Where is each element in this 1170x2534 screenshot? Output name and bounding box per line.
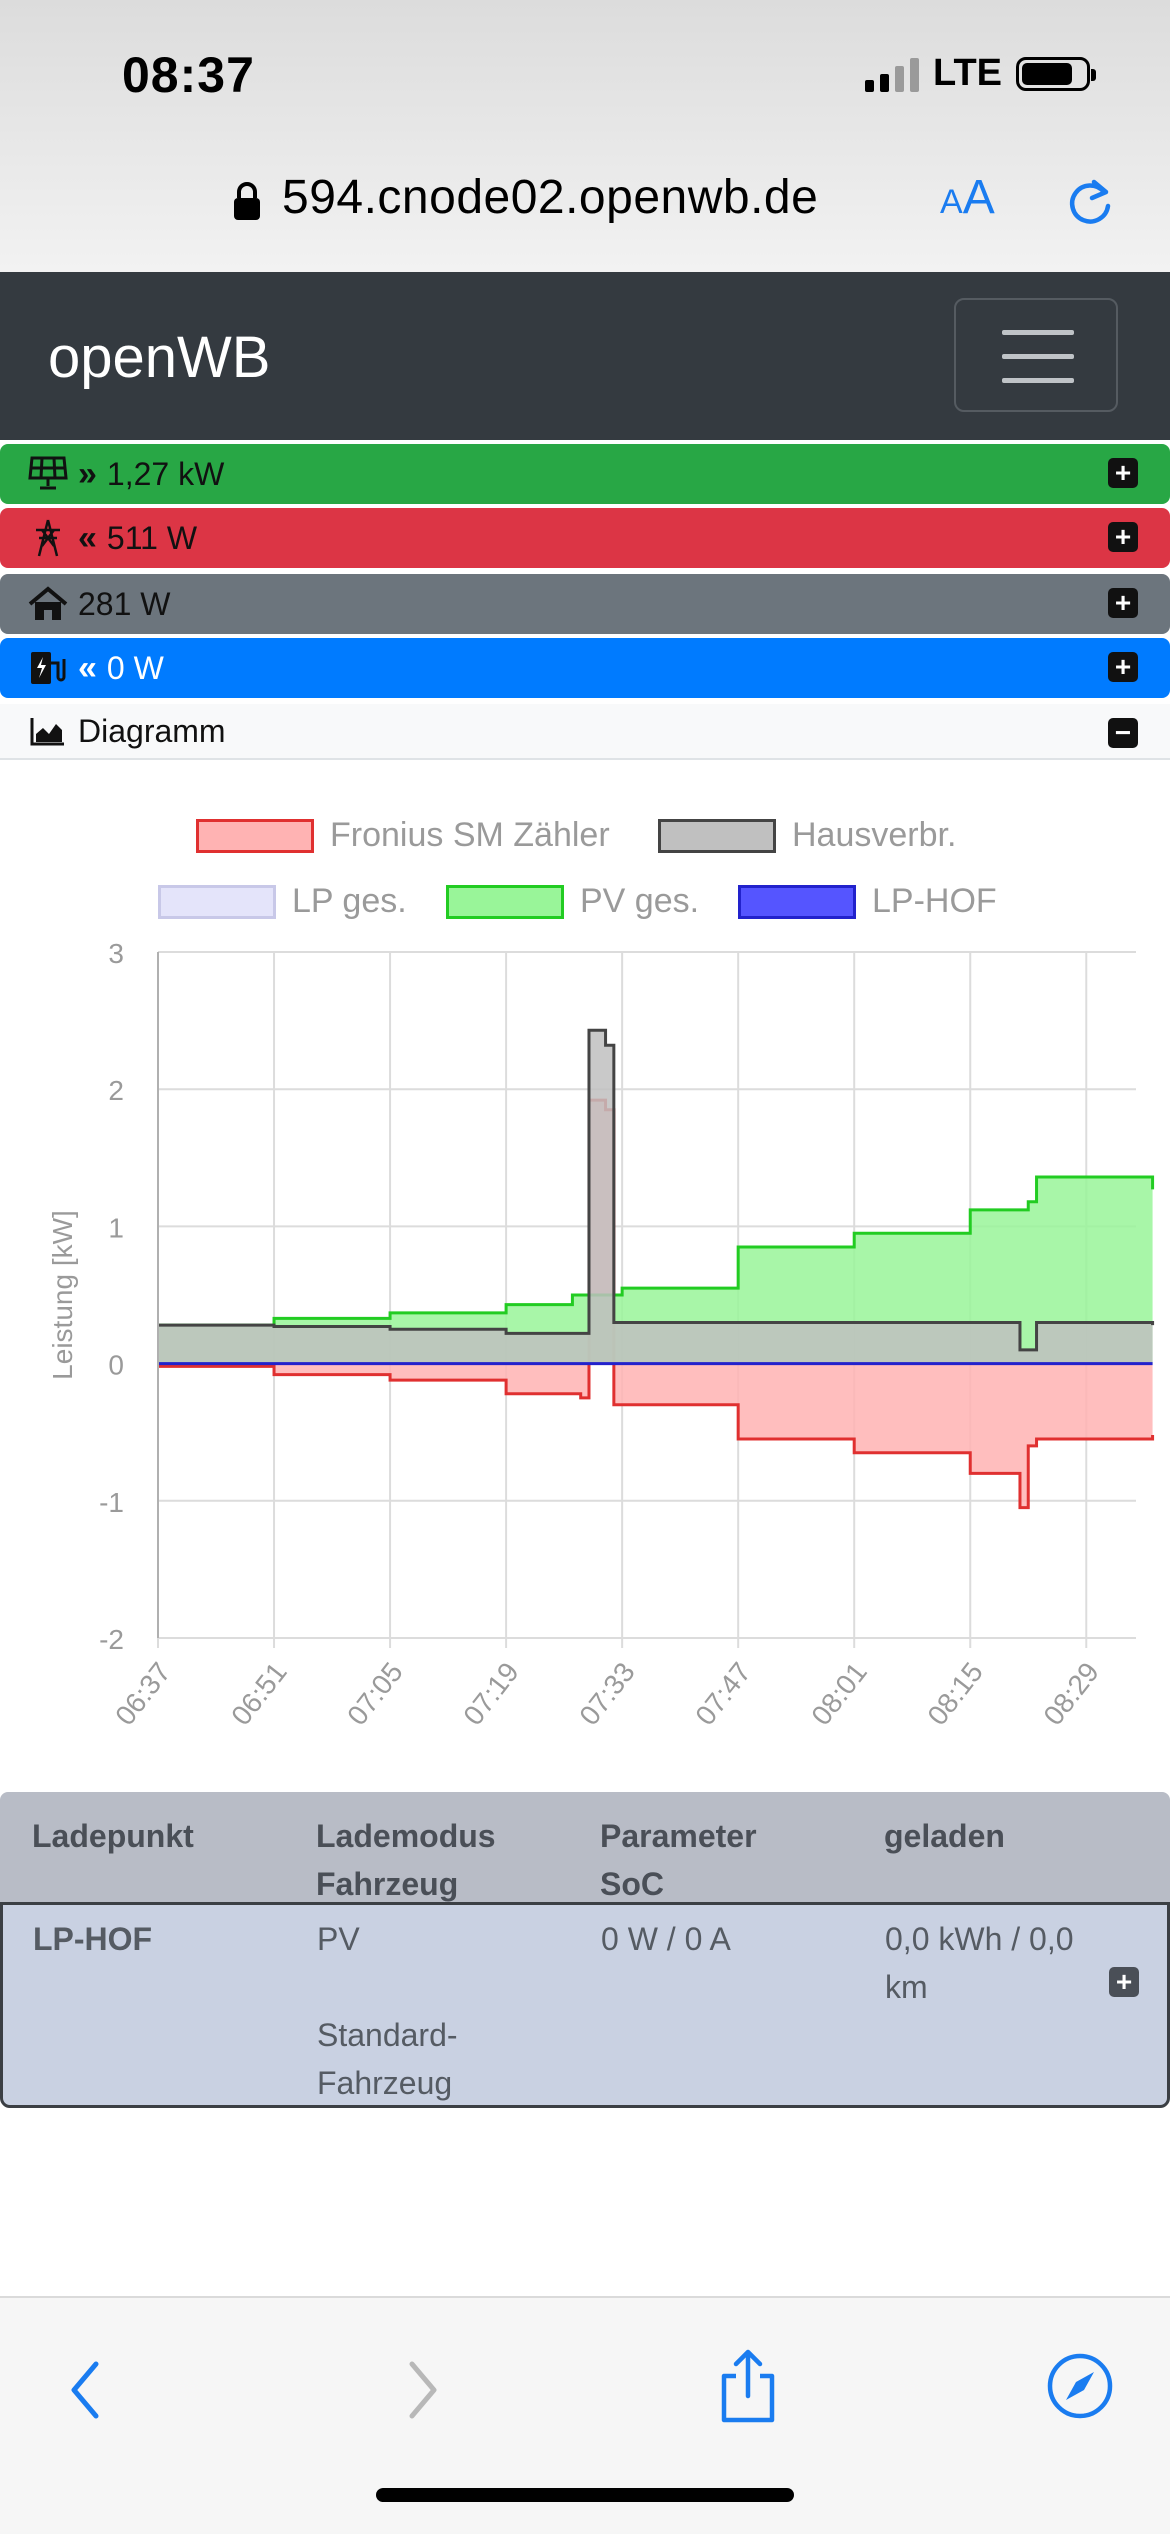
legend-label: LP ges. — [292, 882, 407, 920]
y-tick-label: 1 — [108, 1212, 124, 1243]
legend-label: Hausverbr. — [792, 816, 957, 854]
power-tower-icon — [28, 518, 68, 558]
y-tick-label: 3 — [108, 938, 124, 969]
cell-parameter: 0 W / 0 A — [601, 1921, 731, 1957]
x-tick-label: 07:05 — [341, 1657, 409, 1731]
legend-swatch — [446, 884, 564, 919]
charging-station-icon — [28, 648, 68, 688]
area-chart-icon — [28, 711, 68, 751]
expand-pv-button[interactable]: + — [1108, 458, 1138, 488]
app-navbar: openWB — [0, 272, 1170, 440]
expand-house-button[interactable]: + — [1108, 588, 1138, 618]
header-lademodus: Lademodus Fahrzeug — [316, 1818, 496, 1902]
reload-icon[interactable] — [1064, 174, 1116, 230]
house-value: 281 W — [78, 585, 171, 622]
legend-swatch — [196, 818, 314, 853]
browser-top-bar: 08:37 LTE 594.cnode02.openwb.de AA — [0, 0, 1170, 272]
series-area — [158, 1030, 1153, 1364]
signal-icon — [865, 56, 920, 92]
x-tick-label: 07:33 — [573, 1657, 641, 1731]
expand-row-button[interactable]: + — [1109, 1967, 1139, 1997]
back-icon[interactable] — [66, 2358, 106, 2422]
header-geladen: geladen — [884, 1818, 1005, 1854]
x-tick-label: 07:47 — [689, 1657, 757, 1731]
legend-label: Fronius SM Zähler — [330, 816, 610, 854]
grid-value: 511 W — [106, 519, 198, 556]
legend-label: LP-HOF — [872, 882, 997, 920]
grid-row[interactable]: « 511 W + — [0, 508, 1170, 568]
menu-toggle-button[interactable] — [954, 298, 1118, 412]
legend-item[interactable]: LP-HOF — [738, 882, 997, 921]
hamburger-line — [1002, 330, 1074, 335]
x-tick-label: 08:15 — [921, 1657, 989, 1731]
header-parameter: Parameter SoC — [600, 1818, 757, 1902]
aa-small: A — [940, 183, 963, 221]
x-tick-label: 07:19 — [457, 1657, 525, 1731]
aa-large: A — [962, 171, 995, 224]
house-row[interactable]: 281 W + — [0, 574, 1170, 634]
cell-vehicle: Standard- Fahrzeug — [317, 2017, 458, 2101]
y-tick-label: -1 — [99, 1487, 124, 1518]
legend-item[interactable]: PV ges. — [446, 882, 699, 921]
x-tick-label: 08:01 — [805, 1657, 873, 1731]
hamburger-line — [1002, 378, 1074, 383]
series-area — [158, 1100, 1153, 1508]
header-ladepunkt: Ladepunkt — [32, 1818, 194, 1854]
expand-charging-button[interactable]: + — [1108, 652, 1138, 682]
cell-mode: PV — [317, 1921, 360, 1957]
network-type: LTE — [933, 52, 1002, 94]
url-text[interactable]: 594.cnode02.openwb.de — [282, 171, 819, 224]
legend-item[interactable]: Fronius SM Zähler — [196, 816, 610, 855]
battery-icon — [1016, 56, 1096, 91]
cell-name: LP-HOF — [33, 1921, 153, 1957]
forward-icon[interactable] — [402, 2358, 442, 2422]
expand-grid-button[interactable]: + — [1108, 522, 1138, 552]
x-tick-label: 08:29 — [1037, 1657, 1105, 1731]
direction-arrows: » — [78, 454, 97, 493]
brand-logo[interactable]: openWB — [48, 325, 271, 390]
pv-row[interactable]: » 1,27 kW + — [0, 444, 1170, 504]
table-header: Ladepunkt Lademodus Fahrzeug Parameter SoC… — [0, 1792, 1170, 1902]
series-line — [158, 1028, 1155, 1352]
power-chart: Fronius SM Zähler Hausverbr. LP ges. PV … — [0, 762, 1170, 1792]
legend-label: PV ges. — [580, 882, 700, 920]
status-time: 08:37 — [122, 47, 255, 103]
chart-plot: 3 2 1 0 -1 -206:37 06:51 07:05 07:19 07:33 07:47 08… — [47, 938, 1155, 1731]
direction-arrows: « — [78, 518, 97, 557]
chargepoint-table: Ladepunkt Lademodus Fahrzeug Parameter SoC… — [0, 1792, 1170, 2108]
y-tick-label: 0 — [108, 1350, 124, 1381]
address-bar[interactable]: 594.cnode02.openwb.de AA — [0, 160, 1170, 240]
y-tick-label: -2 — [99, 1624, 124, 1655]
series-area — [158, 1177, 1153, 1364]
x-tick-label: 06:51 — [225, 1657, 293, 1731]
legend-swatch — [158, 884, 276, 919]
table-row[interactable]: LP-HOF PV Standard- Fahrzeug 0 W / 0 A 0,… — [0, 1902, 1170, 2108]
series-line — [158, 1175, 1155, 1327]
compass-icon[interactable] — [1046, 2352, 1114, 2420]
series-line — [158, 1098, 1155, 1510]
y-axis-label: Leistung [kW] — [47, 1210, 78, 1380]
reader-settings-button[interactable]: AA — [940, 170, 995, 225]
collapse-diagram-button[interactable]: − — [1108, 718, 1138, 748]
y-tick-label: 2 — [108, 1075, 124, 1106]
x-tick-label: 06:37 — [109, 1657, 177, 1731]
hamburger-line — [1002, 354, 1074, 359]
home-indicator — [376, 2488, 794, 2502]
lock-icon — [234, 182, 260, 220]
legend-swatch — [658, 818, 776, 853]
diagram-header[interactable]: Diagramm − — [0, 704, 1170, 760]
pv-value: 1,27 kW — [106, 455, 225, 492]
diagram-label: Diagramm — [78, 712, 226, 749]
share-icon[interactable] — [716, 2348, 780, 2424]
legend-item[interactable]: LP ges. — [158, 882, 407, 921]
status-indicators: LTE — [865, 52, 1096, 95]
cell-geladen: 0,0 kWh / 0,0 km — [885, 1921, 1074, 2005]
charging-row[interactable]: « 0 W + — [0, 638, 1170, 698]
direction-arrows: « — [78, 648, 97, 687]
legend-item[interactable]: Hausverbr. — [658, 816, 956, 855]
legend-swatch — [738, 884, 856, 919]
charging-value: 0 W — [106, 649, 164, 686]
home-icon — [28, 584, 68, 624]
solar-panel-icon — [28, 454, 68, 494]
